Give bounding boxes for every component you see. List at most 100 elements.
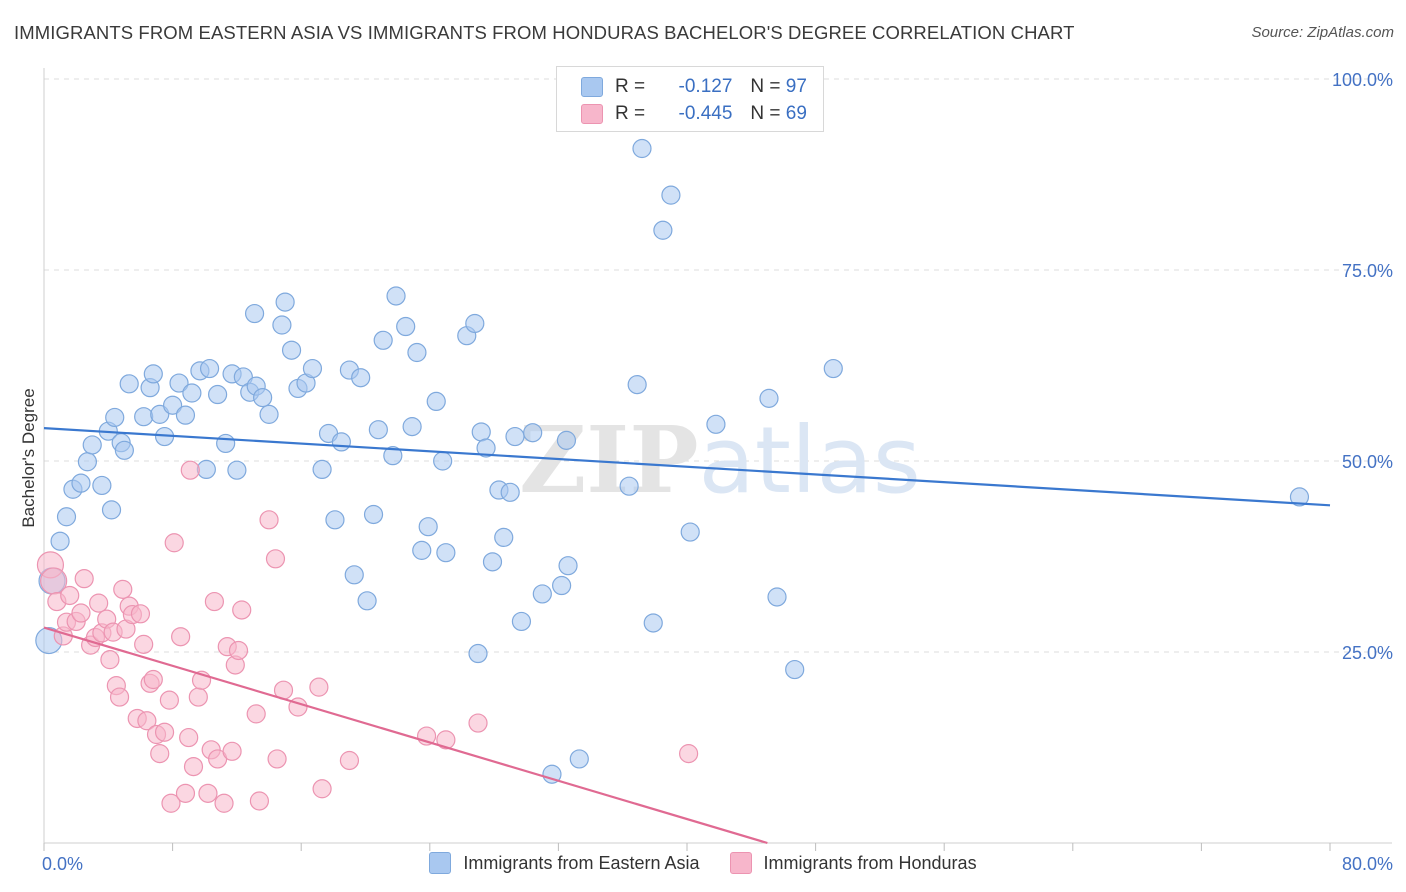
legend-n-value: 69 [785,103,807,124]
data-point [134,634,154,654]
data-point [556,430,577,450]
legend-r-value: -0.127 [678,76,733,97]
tick-labels: 100.0% 75.0% 50.0% 25.0% 0.0% 80.0% [42,70,1393,874]
trend-line-honduras [43,626,768,845]
data-point [109,687,130,707]
data-point [232,600,252,620]
data-point [137,711,157,731]
legend-swatch-honduras [581,104,603,124]
legend-label-honduras: Immigrants from Honduras [763,852,977,873]
legend-n-value: 97 [785,76,807,97]
watermark-text: ZIPatlas [519,406,921,514]
data-point [476,438,496,458]
data-point [344,565,364,585]
data-point [325,510,345,530]
data-point [198,783,218,803]
data-point [175,405,196,425]
data-point [113,579,133,599]
data-point [368,420,388,440]
legend-n-label: N = [750,76,781,97]
data-point [119,374,139,394]
data-point [60,585,80,606]
series-legend: Immigrants from Eastern Asia Immigrants … [0,852,1406,874]
data-point [101,500,122,520]
source-label: Source: ZipAtlas.com [1251,24,1394,41]
data-point [267,749,287,769]
data-point [163,395,183,415]
data-point [312,779,332,799]
data-point [77,452,98,472]
y-tick-label: 25.0% [1342,643,1393,663]
data-point [71,473,91,493]
data-point [208,384,228,405]
data-point [281,340,302,360]
data-point [204,591,224,612]
data-point [92,475,112,496]
data-point [183,756,204,777]
data-point [426,391,446,412]
legend-row-eastern-asia: R = -0.127 N = 97 [581,74,807,100]
data-point [244,303,265,324]
data-point [302,358,323,379]
data-point [465,313,485,334]
data-point [383,446,403,466]
data-point [259,510,279,530]
data-point [482,552,503,572]
grid-lines [44,78,1392,653]
data-point [222,741,242,761]
data-point [253,387,273,408]
data-point [643,613,663,633]
data-point [179,727,199,748]
legend-label-eastern-asia: Immigrants from Eastern Asia [463,852,700,873]
data-point [82,435,102,455]
data-point [679,744,699,764]
data-point [214,793,234,813]
data-point [175,783,196,803]
data-point [188,687,208,707]
data-point [199,358,220,379]
data-point [552,575,572,596]
data-point [114,440,134,460]
data-point [227,460,247,480]
data-point [494,527,514,548]
data-point [627,375,647,395]
data-point [169,373,189,393]
data-point [339,750,360,771]
trend-lines [43,427,1331,845]
legend-item-eastern-asia: Immigrants from Eastern Asia [429,852,700,874]
data-point [661,185,681,205]
data-point [265,549,286,569]
data-point [249,791,270,811]
data-point [150,744,170,764]
data-point [259,404,279,424]
data-point [823,358,843,379]
data-point [74,569,94,589]
data-point [468,643,488,664]
data-point [402,417,422,437]
legend-swatch-eastern-asia [429,852,452,874]
data-point [196,459,216,480]
data-point [500,482,520,502]
data-point [351,368,371,388]
data-point [56,507,77,527]
y-tick-label: 50.0% [1342,452,1393,472]
data-point [275,292,295,312]
data-point [357,591,377,611]
data-point [436,543,456,563]
data-point [1289,487,1310,507]
legend-r-label: R = [615,103,646,124]
data-point [785,659,805,680]
data-point [706,414,726,434]
data-point [309,677,329,697]
data-point [182,383,202,403]
chart-title: IMMIGRANTS FROM EASTERN ASIA VS IMMIGRAN… [14,22,1075,43]
data-point [373,330,393,350]
data-point [154,722,175,742]
data-point [159,690,179,710]
legend-n-label: N = [750,103,781,124]
watermark: ZIPatlas [519,406,921,514]
data-point [558,556,578,576]
data-point [386,286,406,306]
data-point [412,540,432,560]
data-point [632,138,652,159]
